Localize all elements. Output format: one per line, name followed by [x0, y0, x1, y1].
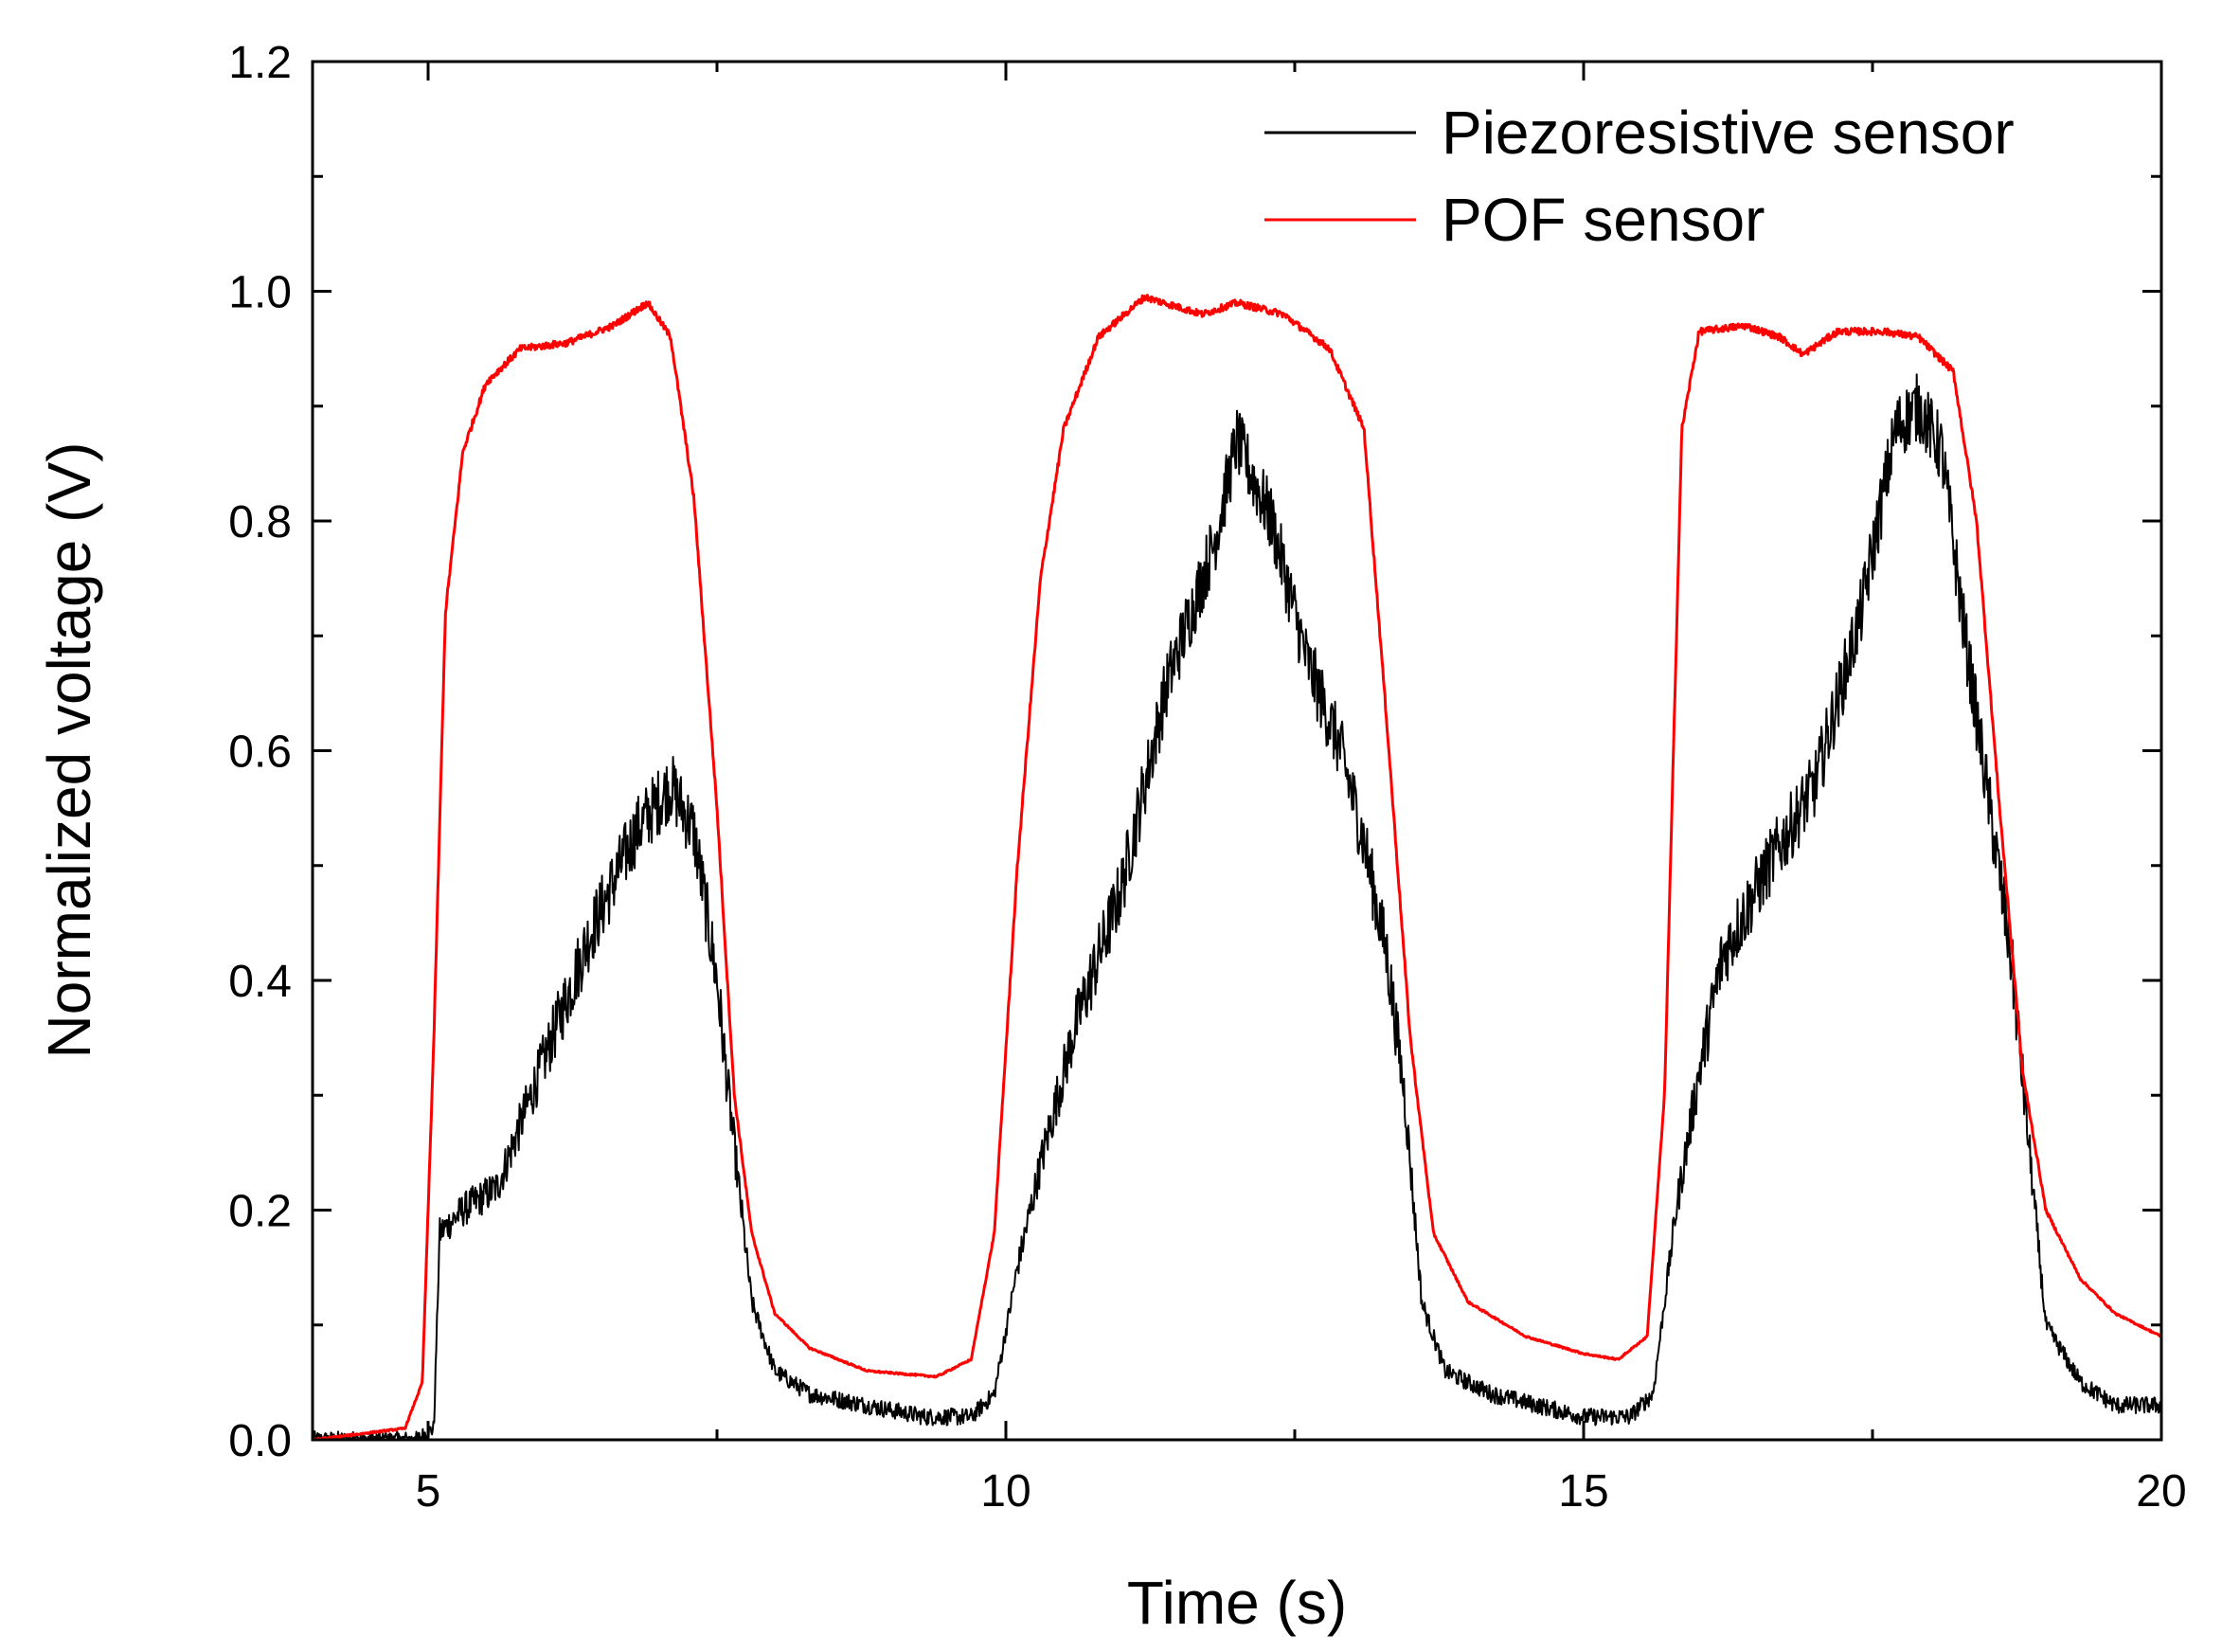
series-line-piezoresistive: [313, 373, 2161, 1440]
x-axis-title: Time (s): [1127, 1569, 1347, 1637]
x-tick-label: 20: [2136, 1466, 2186, 1517]
y-axis-title: Normalized voltage (V): [35, 442, 103, 1059]
x-tick-label: 5: [416, 1466, 441, 1517]
legend: Piezoresistive sensor POF sensor: [1264, 99, 2015, 254]
y-tick-label: 1.2: [228, 38, 292, 88]
x-tick-label: 10: [980, 1466, 1030, 1517]
y-tick-label: 0.4: [228, 957, 292, 1007]
y-tick-label: 0.6: [228, 727, 292, 778]
x-tick-label: 15: [1558, 1466, 1608, 1517]
legend-label-pof: POF sensor: [1442, 186, 1765, 254]
y-tick-label: 0.8: [228, 497, 292, 548]
y-tick-label: 0.0: [228, 1416, 292, 1466]
y-tick-label: 1.0: [228, 268, 292, 318]
y-tick-label: 0.2: [228, 1187, 292, 1237]
series-layer: [313, 294, 2161, 1440]
legend-label-piezoresistive: Piezoresistive sensor: [1442, 99, 2015, 167]
tick-labels: 5 10 15 20 0.0 0.2 0.4 0.6 0.8 1.0 1.2: [228, 38, 2186, 1517]
series-line-pof: [313, 294, 2161, 1440]
plot-frame: [311, 60, 2163, 1442]
